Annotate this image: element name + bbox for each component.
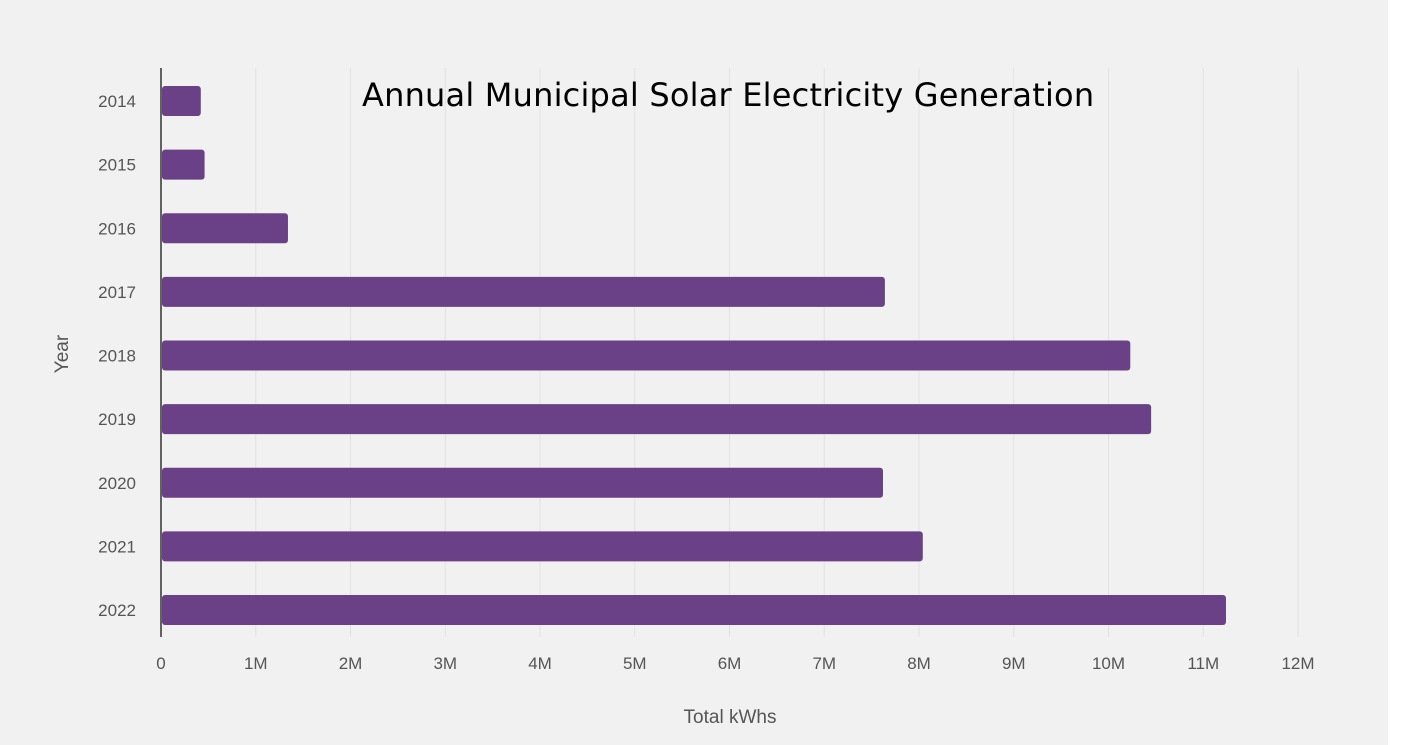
x-tick-label: 4M <box>528 654 552 673</box>
y-tick-label: 2021 <box>98 537 136 556</box>
x-axis-label: Total kWhs <box>684 707 777 728</box>
y-tick-label: 2015 <box>98 156 136 175</box>
bar <box>162 595 1226 625</box>
y-tick-label: 2017 <box>98 283 136 302</box>
x-tick-label: 8M <box>907 654 931 673</box>
x-tick-label: 2M <box>339 654 363 673</box>
y-tick-label: 2016 <box>98 219 136 238</box>
x-tick-label: 12M <box>1281 654 1314 673</box>
x-tick-label: 11M <box>1187 654 1219 673</box>
y-tick-label: 2019 <box>98 410 136 429</box>
y-tick-label: 2022 <box>98 601 136 620</box>
x-tick-label: 9M <box>1002 654 1026 673</box>
bar <box>162 213 288 244</box>
x-tick-label: 3M <box>433 654 457 673</box>
bar <box>162 149 205 180</box>
x-tick-label: 7M <box>812 654 836 673</box>
bar <box>162 531 923 562</box>
x-tick-label: 0 <box>156 654 165 673</box>
bar <box>162 467 883 498</box>
bar <box>162 340 1131 371</box>
bar <box>162 86 201 116</box>
x-tick-label: 6M <box>718 654 742 673</box>
y-tick-label: 2020 <box>98 474 136 493</box>
bar <box>162 276 885 307</box>
y-tick-label: 2018 <box>98 347 136 366</box>
x-tick-label: 5M <box>623 654 647 673</box>
x-tick-label: 10M <box>1092 654 1125 673</box>
bar <box>162 404 1152 435</box>
y-tick-label: 2014 <box>98 92 136 111</box>
y-axis-label: Year <box>52 334 73 373</box>
chart-title: Annual Municipal Solar Electricity Gener… <box>362 76 1095 114</box>
x-tick-label: 1M <box>244 654 268 673</box>
